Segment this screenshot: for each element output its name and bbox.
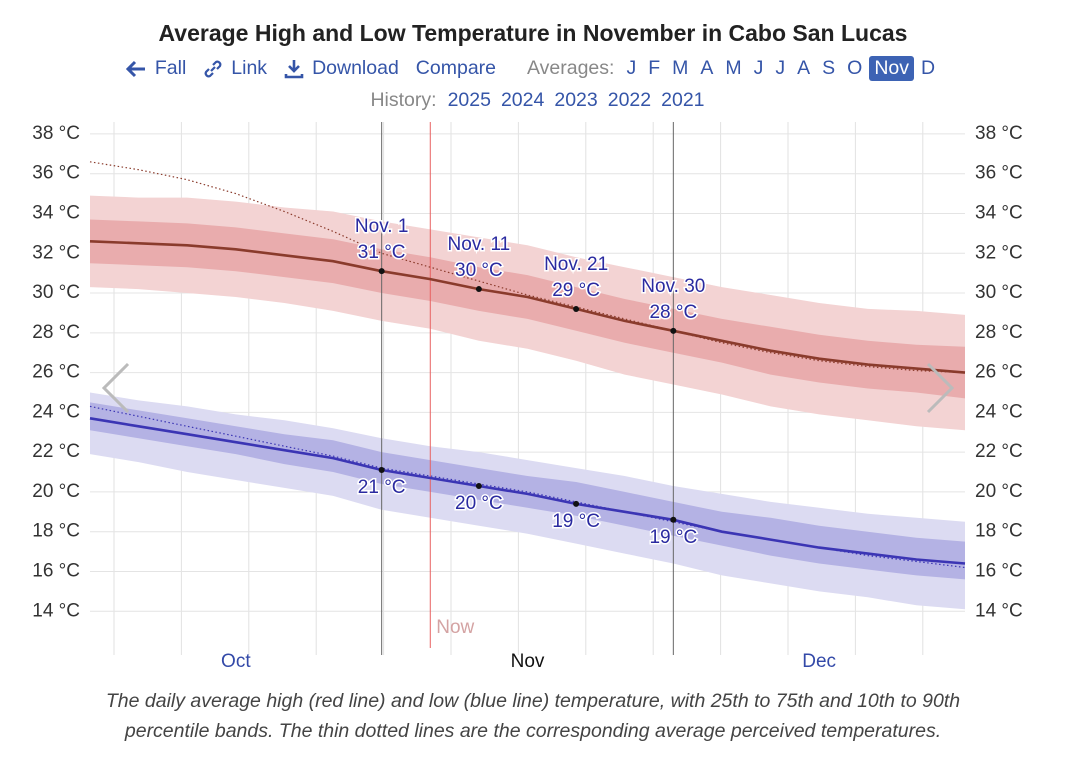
month-link[interactable]: J bbox=[753, 57, 764, 79]
mean-line bbox=[89, 240, 966, 374]
y2-tick-label: 34 °C bbox=[975, 203, 1023, 224]
month-link[interactable]: D bbox=[921, 57, 936, 79]
perceived-line bbox=[89, 161, 966, 374]
y-tick-label: 14 °C bbox=[32, 600, 80, 621]
nav-link-text: Link bbox=[231, 57, 268, 79]
point-marker bbox=[475, 482, 482, 489]
nav-link[interactable]: Fall bbox=[125, 57, 186, 80]
value-label: 20 °C bbox=[455, 493, 503, 514]
chart-title: Average High and Low Temperature in Nove… bbox=[158, 20, 908, 46]
y2-tick-label: 18 °C bbox=[975, 521, 1023, 542]
y-tick-label: 32 °C bbox=[32, 242, 80, 263]
month-link[interactable]: M bbox=[725, 57, 742, 79]
y-tick-label: 30 °C bbox=[32, 282, 80, 303]
point-marker bbox=[670, 516, 677, 523]
point-marker bbox=[475, 286, 482, 293]
next-arrow bbox=[926, 362, 955, 414]
y2-tick-label: 32 °C bbox=[975, 242, 1023, 263]
value-label: 29 °C bbox=[552, 280, 600, 301]
y-tick-label: 36 °C bbox=[32, 163, 80, 184]
value-label: 21 °C bbox=[358, 477, 406, 498]
month-link[interactable]: J bbox=[626, 57, 637, 79]
y2-tick-label: 14 °C bbox=[975, 600, 1023, 621]
y-tick-label: 16 °C bbox=[32, 560, 80, 581]
x-tick-label: Dec bbox=[802, 651, 836, 672]
mean-line bbox=[89, 417, 966, 565]
y2-tick-label: 30 °C bbox=[975, 282, 1023, 303]
date-label: Nov. 30 bbox=[641, 276, 705, 297]
month-link[interactable]: O bbox=[847, 57, 863, 79]
year-link[interactable]: 2022 bbox=[607, 89, 652, 111]
value-label: 28 °C bbox=[649, 302, 697, 323]
y2-tick-label: 22 °C bbox=[975, 441, 1023, 462]
month-link[interactable]: A bbox=[797, 57, 811, 79]
month-link[interactable]: A bbox=[700, 57, 714, 79]
point-marker bbox=[573, 305, 580, 312]
year-link[interactable]: 2024 bbox=[500, 89, 545, 111]
point-marker bbox=[378, 467, 385, 474]
y2-tick-label: 16 °C bbox=[975, 560, 1023, 581]
y2-tick-label: 36 °C bbox=[975, 163, 1023, 184]
nav-link-text: Compare bbox=[415, 57, 496, 79]
y-tick-label: 18 °C bbox=[32, 521, 80, 542]
month-link[interactable]: S bbox=[822, 57, 836, 79]
nav-link[interactable]: Link bbox=[203, 57, 267, 80]
x-tick-label: Oct bbox=[221, 651, 251, 672]
now-label: Now bbox=[436, 617, 474, 638]
nav-link[interactable]: Compare bbox=[416, 57, 496, 80]
year-link[interactable]: 2023 bbox=[554, 89, 598, 111]
value-label: 19 °C bbox=[649, 527, 697, 548]
date-label: Nov. 11 bbox=[448, 234, 511, 255]
history-bar: History: 2025 2024 2023 2022 2021 bbox=[0, 89, 1066, 112]
month-link[interactable]: F bbox=[648, 57, 661, 79]
y2-tick-label: 24 °C bbox=[975, 401, 1023, 422]
point-marker bbox=[573, 500, 580, 507]
icon bbox=[204, 60, 222, 77]
nav-link-text: Fall bbox=[154, 57, 187, 79]
y-tick-label: 38 °C bbox=[32, 123, 80, 144]
year-link[interactable]: 2021 bbox=[661, 89, 705, 111]
history-label: History: bbox=[370, 89, 437, 111]
y-tick-label: 34 °C bbox=[32, 203, 80, 224]
y2-tick-label: 26 °C bbox=[975, 362, 1023, 383]
y2-tick-label: 20 °C bbox=[975, 481, 1023, 502]
date-label: Nov. 1 bbox=[355, 216, 409, 237]
prev-arrow bbox=[101, 362, 130, 414]
caption: The daily average high (red line) and lo… bbox=[105, 690, 961, 742]
month-link[interactable]: J bbox=[775, 57, 786, 79]
y-tick-label: 28 °C bbox=[32, 322, 80, 343]
value-label: 19 °C bbox=[552, 511, 600, 532]
chart: 14 °C 16 °C 18 °C 20 °C 22 °C 24 °C 26 °C 28 °C… bbox=[32, 122, 1023, 672]
y-tick-label: 20 °C bbox=[32, 481, 80, 502]
y-tick-label: 24 °C bbox=[32, 401, 80, 422]
icon bbox=[284, 59, 304, 78]
y-tick-label: 22 °C bbox=[32, 441, 80, 462]
x-tick-label: Nov bbox=[511, 651, 545, 672]
averages-label: Averages: bbox=[527, 57, 615, 79]
nav-link-text: Download bbox=[312, 57, 399, 79]
icon bbox=[125, 60, 145, 77]
date-label: Nov. 21 bbox=[544, 254, 608, 275]
point-marker bbox=[378, 268, 385, 275]
point-marker bbox=[670, 327, 677, 334]
y2-tick-label: 38 °C bbox=[975, 123, 1023, 144]
month-link[interactable]: Nov bbox=[869, 56, 915, 81]
nav-link[interactable]: Download bbox=[284, 57, 399, 80]
month-link[interactable]: M bbox=[672, 57, 689, 79]
nav-bar: Fall Link Download Compare Averages: J F M A M J J A… bbox=[0, 56, 1066, 81]
band-25-75 bbox=[90, 219, 965, 399]
year-link[interactable]: 2025 bbox=[447, 89, 491, 111]
value-label: 31 °C bbox=[358, 242, 406, 263]
y-tick-label: 26 °C bbox=[32, 362, 80, 383]
y2-tick-label: 28 °C bbox=[975, 322, 1023, 343]
band-25-75 bbox=[90, 402, 965, 580]
value-label: 30 °C bbox=[455, 260, 503, 281]
perceived-line bbox=[89, 405, 966, 569]
